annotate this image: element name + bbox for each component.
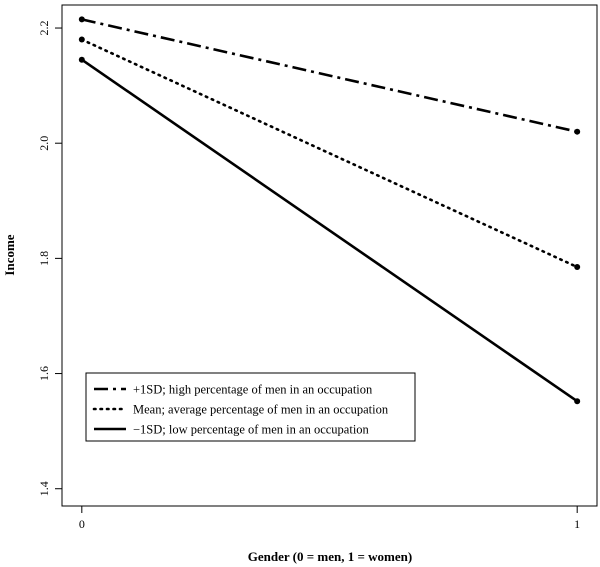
data-point [574,264,581,271]
legend: +1SD; high percentage of men in an occup… [85,372,416,442]
series-1 [78,16,581,135]
x-tick-label: 0 [79,517,85,531]
series-2 [78,36,581,271]
series-line [81,18,578,133]
series-3 [78,56,581,405]
legend-box [85,372,416,442]
legend-label: −1SD; low percentage of men in an occupa… [133,423,370,437]
data-point [574,398,581,405]
series-line [81,58,578,403]
series-layer [78,16,581,405]
data-point [78,56,85,63]
x-axis-title: Gender (0 = men, 1 = women) [248,549,412,564]
y-tick-label: 1.8 [37,251,51,266]
y-axis-title: Income [2,234,17,275]
x-tick-label: 1 [574,517,580,531]
y-tick-label: 1.6 [37,366,51,381]
data-point [574,128,581,135]
y-tick-label: 2.0 [37,136,51,151]
y-tick-label: 1.4 [37,481,51,496]
y-tick-label: 2.2 [37,21,51,36]
legend-items: +1SD; high percentage of men in an occup… [92,383,389,437]
y-axis: 1.4 1.6 1.8 2.0 2.2 [37,21,62,496]
data-point [78,16,85,23]
data-point [78,36,85,43]
series-line [80,38,579,269]
legend-label: Mean; average percentage of men in an oc… [133,403,389,417]
plot-frame [61,4,598,507]
legend-label: +1SD; high percentage of men in an occup… [133,383,373,397]
